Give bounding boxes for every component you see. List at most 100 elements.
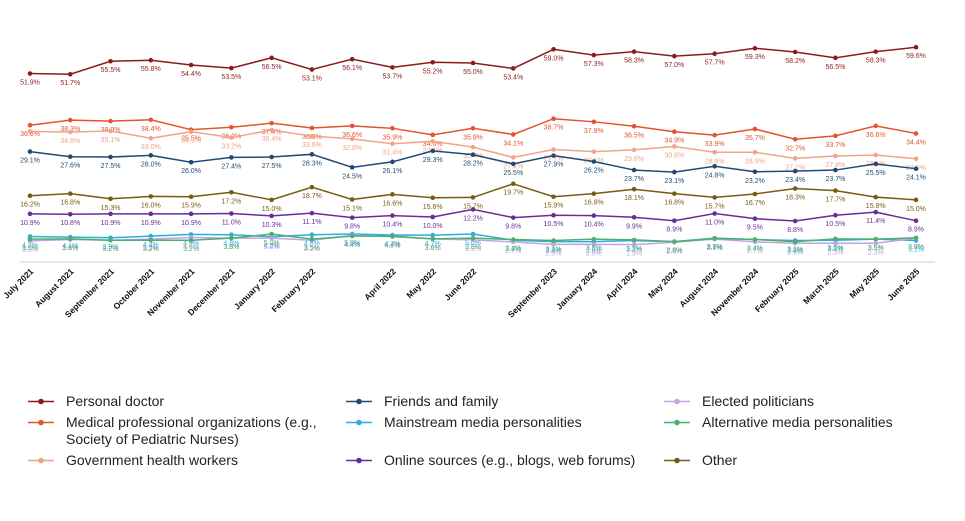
data-label: 2.0% [586,250,602,257]
data-point [229,65,234,71]
data-label: 15.0% [906,206,926,213]
x-tick-label: June 2022 [442,266,478,302]
data-point [309,236,315,242]
data-point [631,186,637,192]
data-point [873,209,879,215]
data-point [712,195,717,200]
data-point [269,127,274,133]
data-label: 38.3% [60,126,80,133]
data-point [430,236,436,242]
data-point [148,57,154,63]
data-point [309,67,315,72]
data-label: 24.1% [906,175,926,182]
data-point [792,218,798,224]
data-point [269,213,274,219]
data-label: 15.1% [342,205,362,212]
data-label: 32.7% [785,145,805,152]
legend-swatch [664,457,690,464]
data-label: 55.5% [101,67,121,74]
data-point [470,235,476,241]
data-point [833,153,838,159]
data-point [188,129,194,135]
data-label: 25.5% [503,170,523,177]
data-point [430,148,436,154]
data-label: 3.7% [707,244,723,251]
legend-dot [38,398,44,405]
data-point [309,232,315,238]
x-tick-label: August 2021 [33,266,76,309]
x-tick-label: April 2024 [604,266,640,302]
data-point [470,144,476,150]
data-label: 3.1% [908,247,924,254]
data-point [309,133,315,139]
legend-label: Medical professional organizations (e.g.… [66,414,317,447]
data-point [188,211,194,217]
data-label: 10.4% [584,222,604,229]
data-point [551,153,556,158]
data-label: 8.9% [666,227,682,234]
data-label: 11.4% [866,218,885,225]
data-label: 25.5% [866,170,886,177]
data-point [510,155,516,160]
data-point [752,45,758,51]
data-point [430,232,436,238]
data-point [269,154,274,160]
data-label: 5.0% [264,240,280,247]
data-label: 3.2% [827,246,843,253]
legend-label: Other [702,452,738,468]
data-point [913,235,919,241]
x-tick-label: August 2024 [677,266,720,309]
data-point [551,238,556,243]
data-label: 3.3% [626,246,642,253]
legend-swatch [346,398,372,405]
data-label: 3.8% [465,244,481,251]
data-point [229,135,234,140]
data-label: 15.7% [463,203,483,210]
data-label: 55.0% [463,69,483,76]
legend-label: Elected politicians [702,393,815,409]
data-label: 15.0% [262,206,282,213]
legend-item: Other [664,452,944,469]
data-point [510,161,516,167]
x-tick-label: October 2021 [111,266,156,311]
data-label: 10.3% [262,222,282,229]
data-point [833,188,838,193]
data-label: 35.4% [262,136,282,143]
data-label: 30.6% [664,152,684,159]
data-label: 4.8% [223,241,239,248]
data-label: 3.4% [62,246,78,253]
data-label: 58.3% [624,58,644,65]
data-label: 38.4% [141,126,161,133]
data-label: 23.7% [826,176,846,183]
data-point [349,56,355,62]
legend-swatch [664,398,690,405]
data-label: 15.8% [866,203,886,210]
data-label: 2.8% [666,248,682,255]
data-point [148,211,154,217]
data-point [712,149,717,155]
data-point [390,192,395,197]
data-point [752,191,758,197]
data-point [913,218,919,224]
data-point [551,242,556,247]
legend-item: Medical professional organizations (e.g.… [28,414,346,448]
data-point [712,236,717,241]
data-label: 10.9% [181,220,201,227]
data-point [430,139,436,144]
data-label: 3.2% [143,246,159,253]
data-label: 27.5% [101,163,121,170]
data-point [188,159,194,165]
data-point [631,147,637,153]
data-label: 3.8% [264,244,280,251]
data-label: 58.3% [866,58,886,65]
data-point [591,52,597,58]
data-label: 35.7% [745,135,765,142]
legend-swatch [28,398,54,405]
data-label: 16.7% [745,200,765,207]
data-point [792,156,798,161]
data-label: 4.8% [304,241,320,248]
data-label: 11.1% [302,219,321,226]
data-point [551,116,556,122]
data-label: 57.7% [705,60,725,67]
